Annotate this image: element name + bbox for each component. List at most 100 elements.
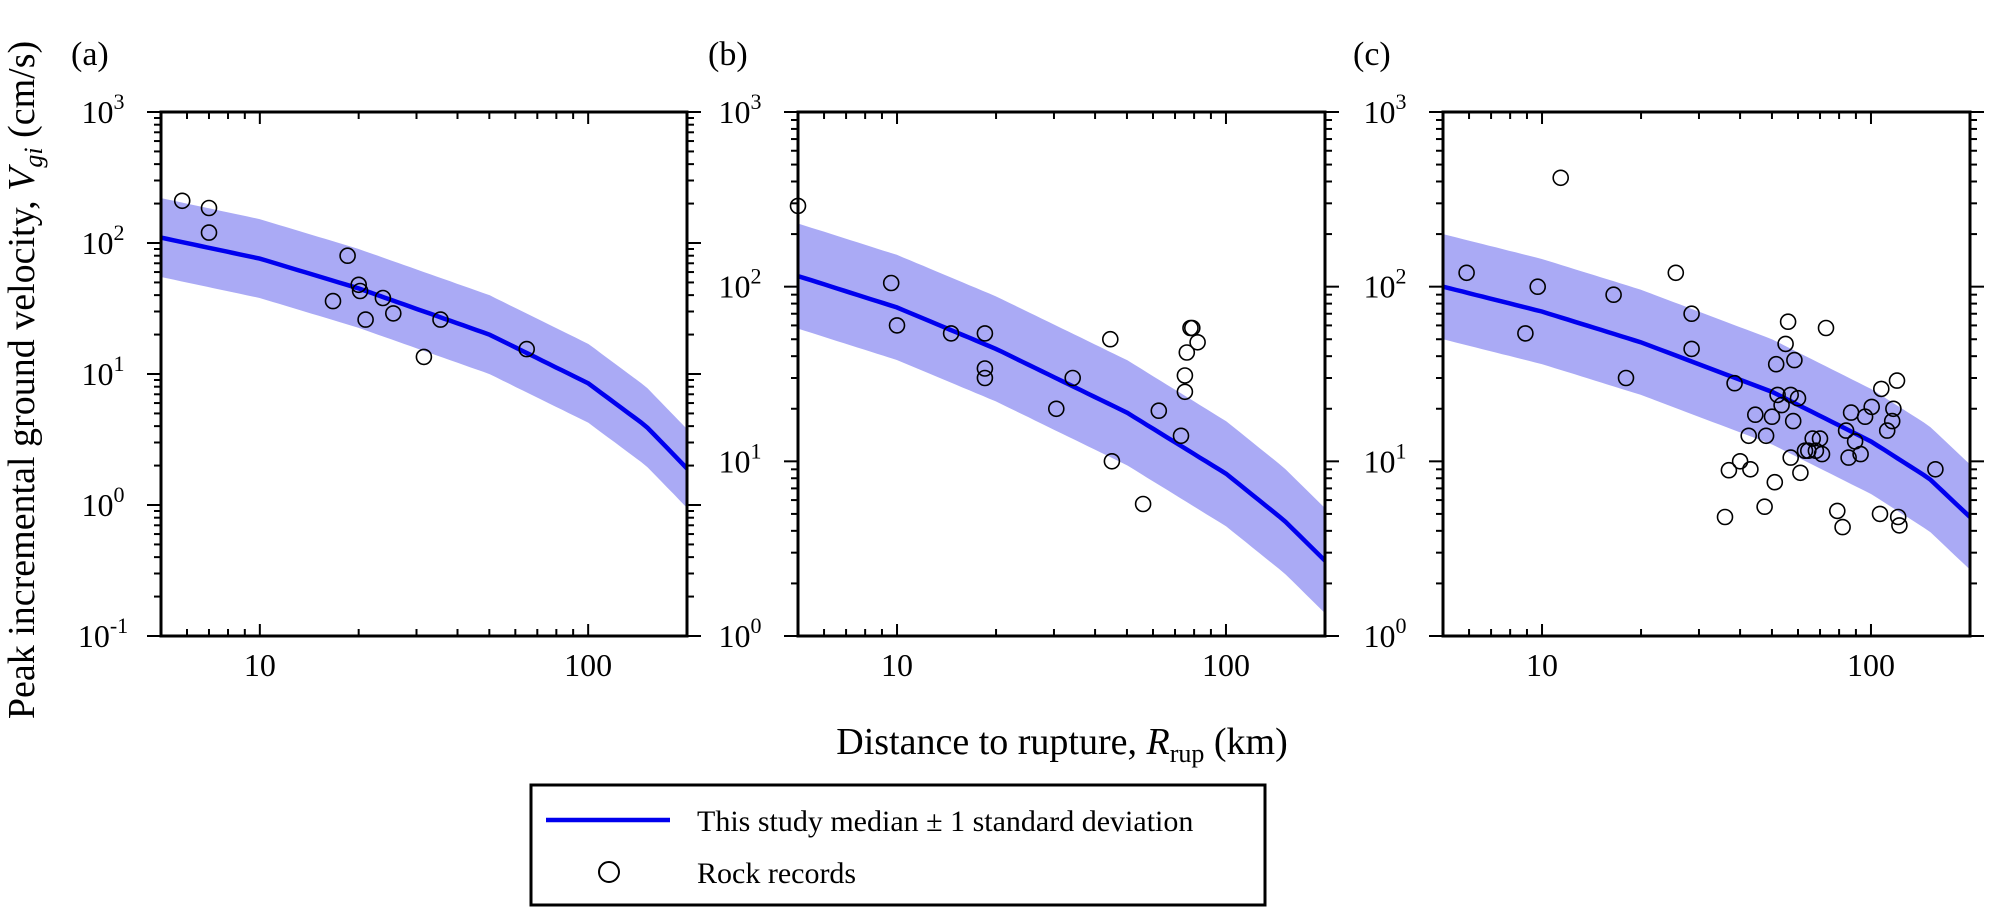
data-point — [200, 199, 218, 217]
y-tick-base: 10 — [82, 225, 114, 261]
plot-frame — [796, 110, 1327, 638]
y-tick-base: 10 — [719, 269, 751, 305]
y-tick-label: 100 — [719, 613, 762, 654]
data-point — [200, 224, 218, 241]
y-tick-label: 101 — [719, 438, 762, 479]
y-tick-exponent: 0 — [1396, 613, 1407, 638]
legend-frame — [529, 783, 1267, 907]
y-tick-label: 100 — [1364, 613, 1407, 654]
std-band — [1443, 234, 1970, 570]
y-tick-label: 103 — [1364, 89, 1407, 130]
data-point — [1103, 452, 1121, 470]
y-tick-label: 10-1 — [78, 613, 128, 654]
data-point — [1458, 264, 1475, 282]
data-point — [1784, 412, 1802, 430]
data-point — [518, 340, 536, 358]
data-point — [1667, 264, 1685, 282]
data-point — [942, 325, 960, 342]
data-point — [1742, 460, 1759, 478]
legend-entry-label: This study median ± 1 standard deviation — [697, 805, 1193, 838]
x-tick-label: 100 — [1202, 647, 1250, 683]
data-point — [432, 311, 449, 328]
data-point — [1150, 402, 1168, 420]
data-point — [1683, 305, 1700, 323]
data-point — [1747, 406, 1764, 424]
data-point — [1048, 400, 1065, 418]
x-tick-label: 10 — [1526, 647, 1558, 683]
data-point — [1529, 278, 1546, 296]
panel-label: (a) — [71, 36, 109, 73]
median-line — [798, 273, 1325, 563]
data-point — [1189, 333, 1206, 351]
y-tick-base: 10 — [719, 443, 751, 479]
panel-label: (b) — [708, 36, 748, 73]
data-point — [1813, 445, 1831, 463]
legend: This study median ± 1 standard deviation… — [529, 783, 1267, 907]
y-tick-label: 102 — [719, 264, 762, 305]
y-tick-base: 10 — [719, 94, 751, 130]
median-line — [1443, 284, 1970, 519]
data-point — [1172, 427, 1190, 445]
data-point — [1834, 518, 1851, 536]
y-tick-exponent: 1 — [114, 351, 125, 376]
data-point — [888, 317, 906, 334]
data-point — [1891, 517, 1908, 534]
data-point — [1873, 380, 1890, 398]
data-point — [1769, 386, 1786, 404]
data-point — [1605, 286, 1622, 304]
data-point — [1837, 422, 1855, 439]
std-band — [798, 223, 1325, 614]
y-tick-exponent: 2 — [114, 220, 125, 245]
data-point — [1777, 335, 1794, 353]
data-point — [1889, 508, 1907, 526]
data-point — [882, 274, 900, 292]
x-tick-label: 100 — [564, 647, 612, 683]
y-tick-label: 100 — [82, 482, 125, 523]
x-tick-label: 10 — [881, 647, 913, 683]
data-point — [351, 282, 369, 300]
y-tick-base: 10 — [1364, 269, 1396, 305]
data-point — [976, 325, 994, 342]
data-point — [1757, 427, 1775, 445]
data-point — [1852, 445, 1869, 463]
data-point — [1878, 422, 1896, 439]
data-point — [1184, 319, 1201, 337]
data-point — [1766, 473, 1784, 491]
y-tick-exponent: -1 — [110, 613, 128, 638]
data-point — [357, 311, 374, 328]
data-point — [1756, 498, 1773, 516]
data-point — [173, 192, 191, 210]
data-point — [1178, 344, 1196, 361]
data-point — [1804, 430, 1821, 447]
std-band — [161, 198, 687, 508]
y-tick-exponent: 3 — [1396, 89, 1407, 114]
data-point — [1517, 325, 1534, 342]
y-tick-exponent: 0 — [114, 482, 125, 507]
data-point — [1817, 319, 1835, 337]
y-tick-label: 101 — [1364, 438, 1407, 479]
data-point — [1720, 461, 1738, 479]
y-tick-label: 103 — [82, 89, 125, 130]
data-point — [1863, 398, 1880, 416]
y-tick-base: 10 — [1364, 94, 1396, 130]
data-point — [1617, 369, 1635, 387]
data-point — [1885, 400, 1902, 418]
data-point — [1840, 449, 1857, 466]
data-point — [1731, 452, 1749, 470]
data-point — [1064, 369, 1081, 387]
data-point — [1888, 372, 1906, 389]
legend-circle-swatch — [598, 861, 620, 883]
data-point — [1927, 460, 1944, 478]
data-point — [415, 348, 433, 366]
y-tick-exponent: 3 — [114, 89, 125, 114]
y-tick-label: 101 — [82, 351, 125, 392]
data-point — [384, 305, 402, 322]
data-point — [1102, 330, 1119, 348]
data-point — [1782, 449, 1799, 466]
median-line — [161, 235, 687, 471]
